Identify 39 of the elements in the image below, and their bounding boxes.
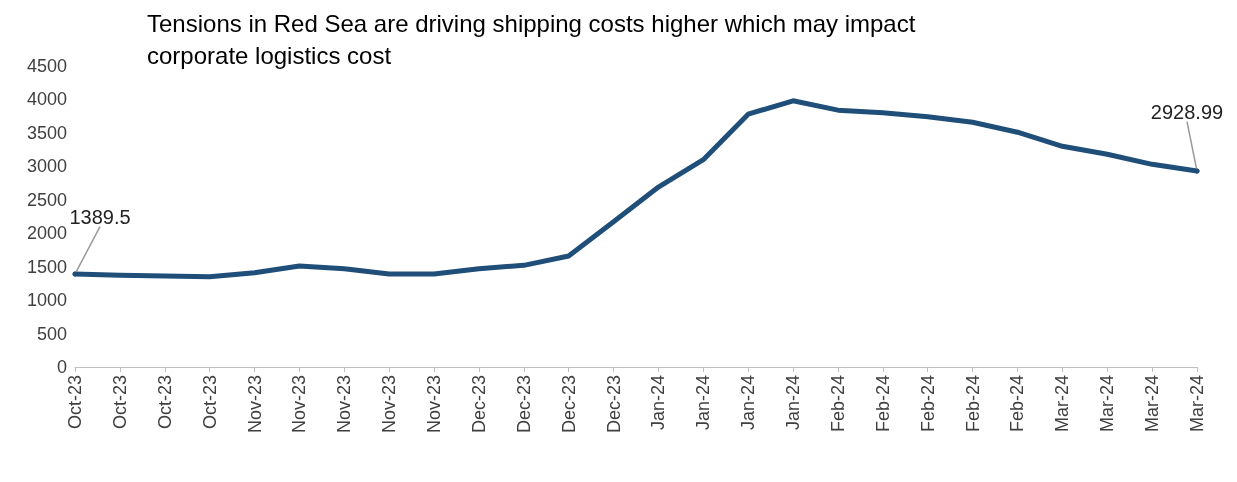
x-tick-label: Oct-23: [199, 375, 220, 430]
y-tick-label: 1000: [26, 290, 67, 311]
x-tick-label: Feb-24: [962, 375, 983, 433]
y-tick-label: 4500: [26, 56, 67, 76]
y-tick-label: 4000: [26, 89, 67, 110]
x-tick-label: Feb-24: [917, 375, 938, 433]
x-tick-label: Nov-23: [424, 375, 445, 434]
x-tick-label: Oct-23: [65, 375, 85, 430]
x-tick-label: Mar-24: [1187, 375, 1207, 433]
y-tick-label: 2000: [26, 223, 67, 244]
x-tick-label: Dec-23: [468, 375, 489, 434]
data-label: 2928.99: [1150, 100, 1224, 123]
x-tick-label: Nov-23: [289, 375, 310, 434]
y-tick-label: 0: [56, 357, 67, 377]
x-tick-label: Nov-23: [379, 375, 400, 434]
x-tick-label: Mar-24: [1052, 375, 1073, 433]
y-tick-label: 3500: [26, 122, 67, 143]
y-tick-label: 1500: [26, 256, 67, 277]
x-tick-label: Dec-23: [603, 375, 624, 434]
x-tick-label: Mar-24: [1097, 375, 1118, 433]
x-tick-label: Feb-24: [1007, 375, 1028, 433]
x-tick-label: Dec-23: [513, 375, 534, 434]
x-tick-label: Oct-23: [109, 375, 130, 430]
y-tick-label: 2500: [26, 189, 67, 210]
x-tick-label: Jan-24: [648, 375, 669, 431]
x-tick-label: Dec-23: [558, 375, 579, 434]
x-tick-label: Feb-24: [827, 375, 848, 433]
data-label: 1389.5: [69, 205, 131, 228]
x-tick-label: Nov-23: [334, 375, 355, 434]
x-tick-label: Nov-23: [244, 375, 265, 434]
x-tick-label: Mar-24: [1142, 375, 1163, 433]
y-tick-label: 3000: [26, 156, 67, 177]
x-tick-label: Jan-24: [693, 375, 714, 431]
y-tick-label: 500: [36, 323, 67, 344]
x-tick-label: Jan-24: [738, 375, 759, 431]
chart-title: Tensions in Red Sea are driving shipping costs higher which may impact corporate logistics cost: [147, 9, 923, 69]
x-tick-label: Jan-24: [783, 375, 804, 431]
x-tick-label: Oct-23: [154, 375, 175, 430]
x-tick-label: Feb-24: [872, 375, 893, 433]
